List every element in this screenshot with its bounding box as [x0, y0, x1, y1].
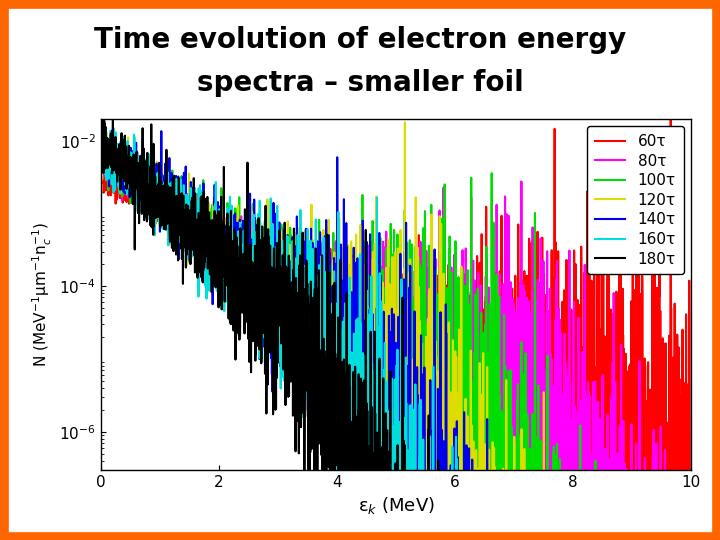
120τ [400, 119, 409, 125]
140τ [96, 138, 105, 145]
180τ [99, 113, 107, 119]
140τ [320, 489, 329, 495]
160τ [164, 225, 173, 231]
60τ [687, 489, 696, 495]
Line: 100τ: 100τ [101, 141, 691, 492]
Line: 140τ: 140τ [101, 131, 691, 492]
180τ [164, 213, 173, 220]
Line: 160τ: 160τ [101, 127, 691, 492]
120τ [199, 228, 208, 234]
180τ [199, 188, 208, 195]
100τ [348, 341, 357, 347]
180τ [96, 154, 105, 160]
180τ [675, 489, 684, 495]
80τ [348, 289, 357, 296]
100τ [98, 138, 107, 144]
140τ [323, 314, 332, 320]
120τ [348, 438, 357, 444]
80τ [96, 158, 105, 164]
160τ [675, 489, 684, 495]
80τ [323, 329, 332, 336]
Line: 80τ: 80τ [101, 148, 691, 492]
120τ [323, 345, 332, 351]
100τ [323, 260, 332, 267]
80τ [199, 225, 208, 231]
80τ [612, 489, 621, 495]
180τ [612, 489, 621, 495]
120τ [612, 489, 621, 495]
100τ [612, 489, 621, 495]
80τ [675, 489, 684, 495]
80τ [687, 489, 696, 495]
60τ [96, 172, 105, 179]
140τ [687, 489, 696, 495]
120τ [164, 219, 173, 225]
Y-axis label: N (MeV$^{-1}$μm$^{-1}$n$^{-1}_c$): N (MeV$^{-1}$μm$^{-1}$n$^{-1}_c$) [30, 222, 54, 367]
120τ [392, 489, 400, 495]
60τ [675, 426, 684, 433]
100τ [96, 160, 105, 167]
60τ [348, 295, 357, 302]
60τ [323, 302, 332, 309]
100τ [164, 177, 173, 184]
160τ [612, 489, 621, 495]
160τ [349, 368, 358, 374]
100τ [687, 489, 696, 495]
180τ [687, 489, 696, 495]
140τ [612, 489, 621, 495]
160τ [96, 155, 105, 161]
140τ [349, 362, 358, 368]
60τ [667, 95, 675, 102]
160τ [333, 489, 341, 495]
60τ [612, 383, 621, 389]
80τ [101, 145, 109, 151]
160τ [687, 489, 696, 495]
60τ [164, 206, 173, 213]
Text: spectra – smaller foil: spectra – smaller foil [197, 69, 523, 97]
80τ [421, 489, 430, 495]
80τ [164, 204, 173, 211]
160τ [323, 338, 332, 345]
60τ [485, 489, 493, 495]
140τ [675, 489, 684, 495]
60τ [199, 240, 208, 247]
X-axis label: ε$_k$ (MeV): ε$_k$ (MeV) [358, 495, 434, 516]
160τ [199, 245, 208, 252]
120τ [687, 489, 696, 495]
Text: Time evolution of electron energy: Time evolution of electron energy [94, 26, 626, 54]
140τ [199, 276, 208, 282]
140τ [107, 127, 116, 134]
180τ [323, 360, 332, 367]
160τ [98, 124, 107, 130]
180τ [300, 489, 309, 495]
Line: 120τ: 120τ [101, 122, 691, 492]
100τ [412, 489, 420, 495]
180τ [349, 442, 358, 449]
Line: 60τ: 60τ [101, 98, 691, 492]
120τ [96, 148, 105, 155]
120τ [675, 489, 684, 495]
100τ [199, 208, 208, 215]
Line: 180τ: 180τ [101, 116, 691, 492]
100τ [675, 489, 684, 495]
Legend: 60τ, 80τ, 100τ, 120τ, 140τ, 160τ, 180τ: 60τ, 80τ, 100τ, 120τ, 140τ, 160τ, 180τ [588, 126, 683, 274]
140τ [164, 184, 173, 191]
